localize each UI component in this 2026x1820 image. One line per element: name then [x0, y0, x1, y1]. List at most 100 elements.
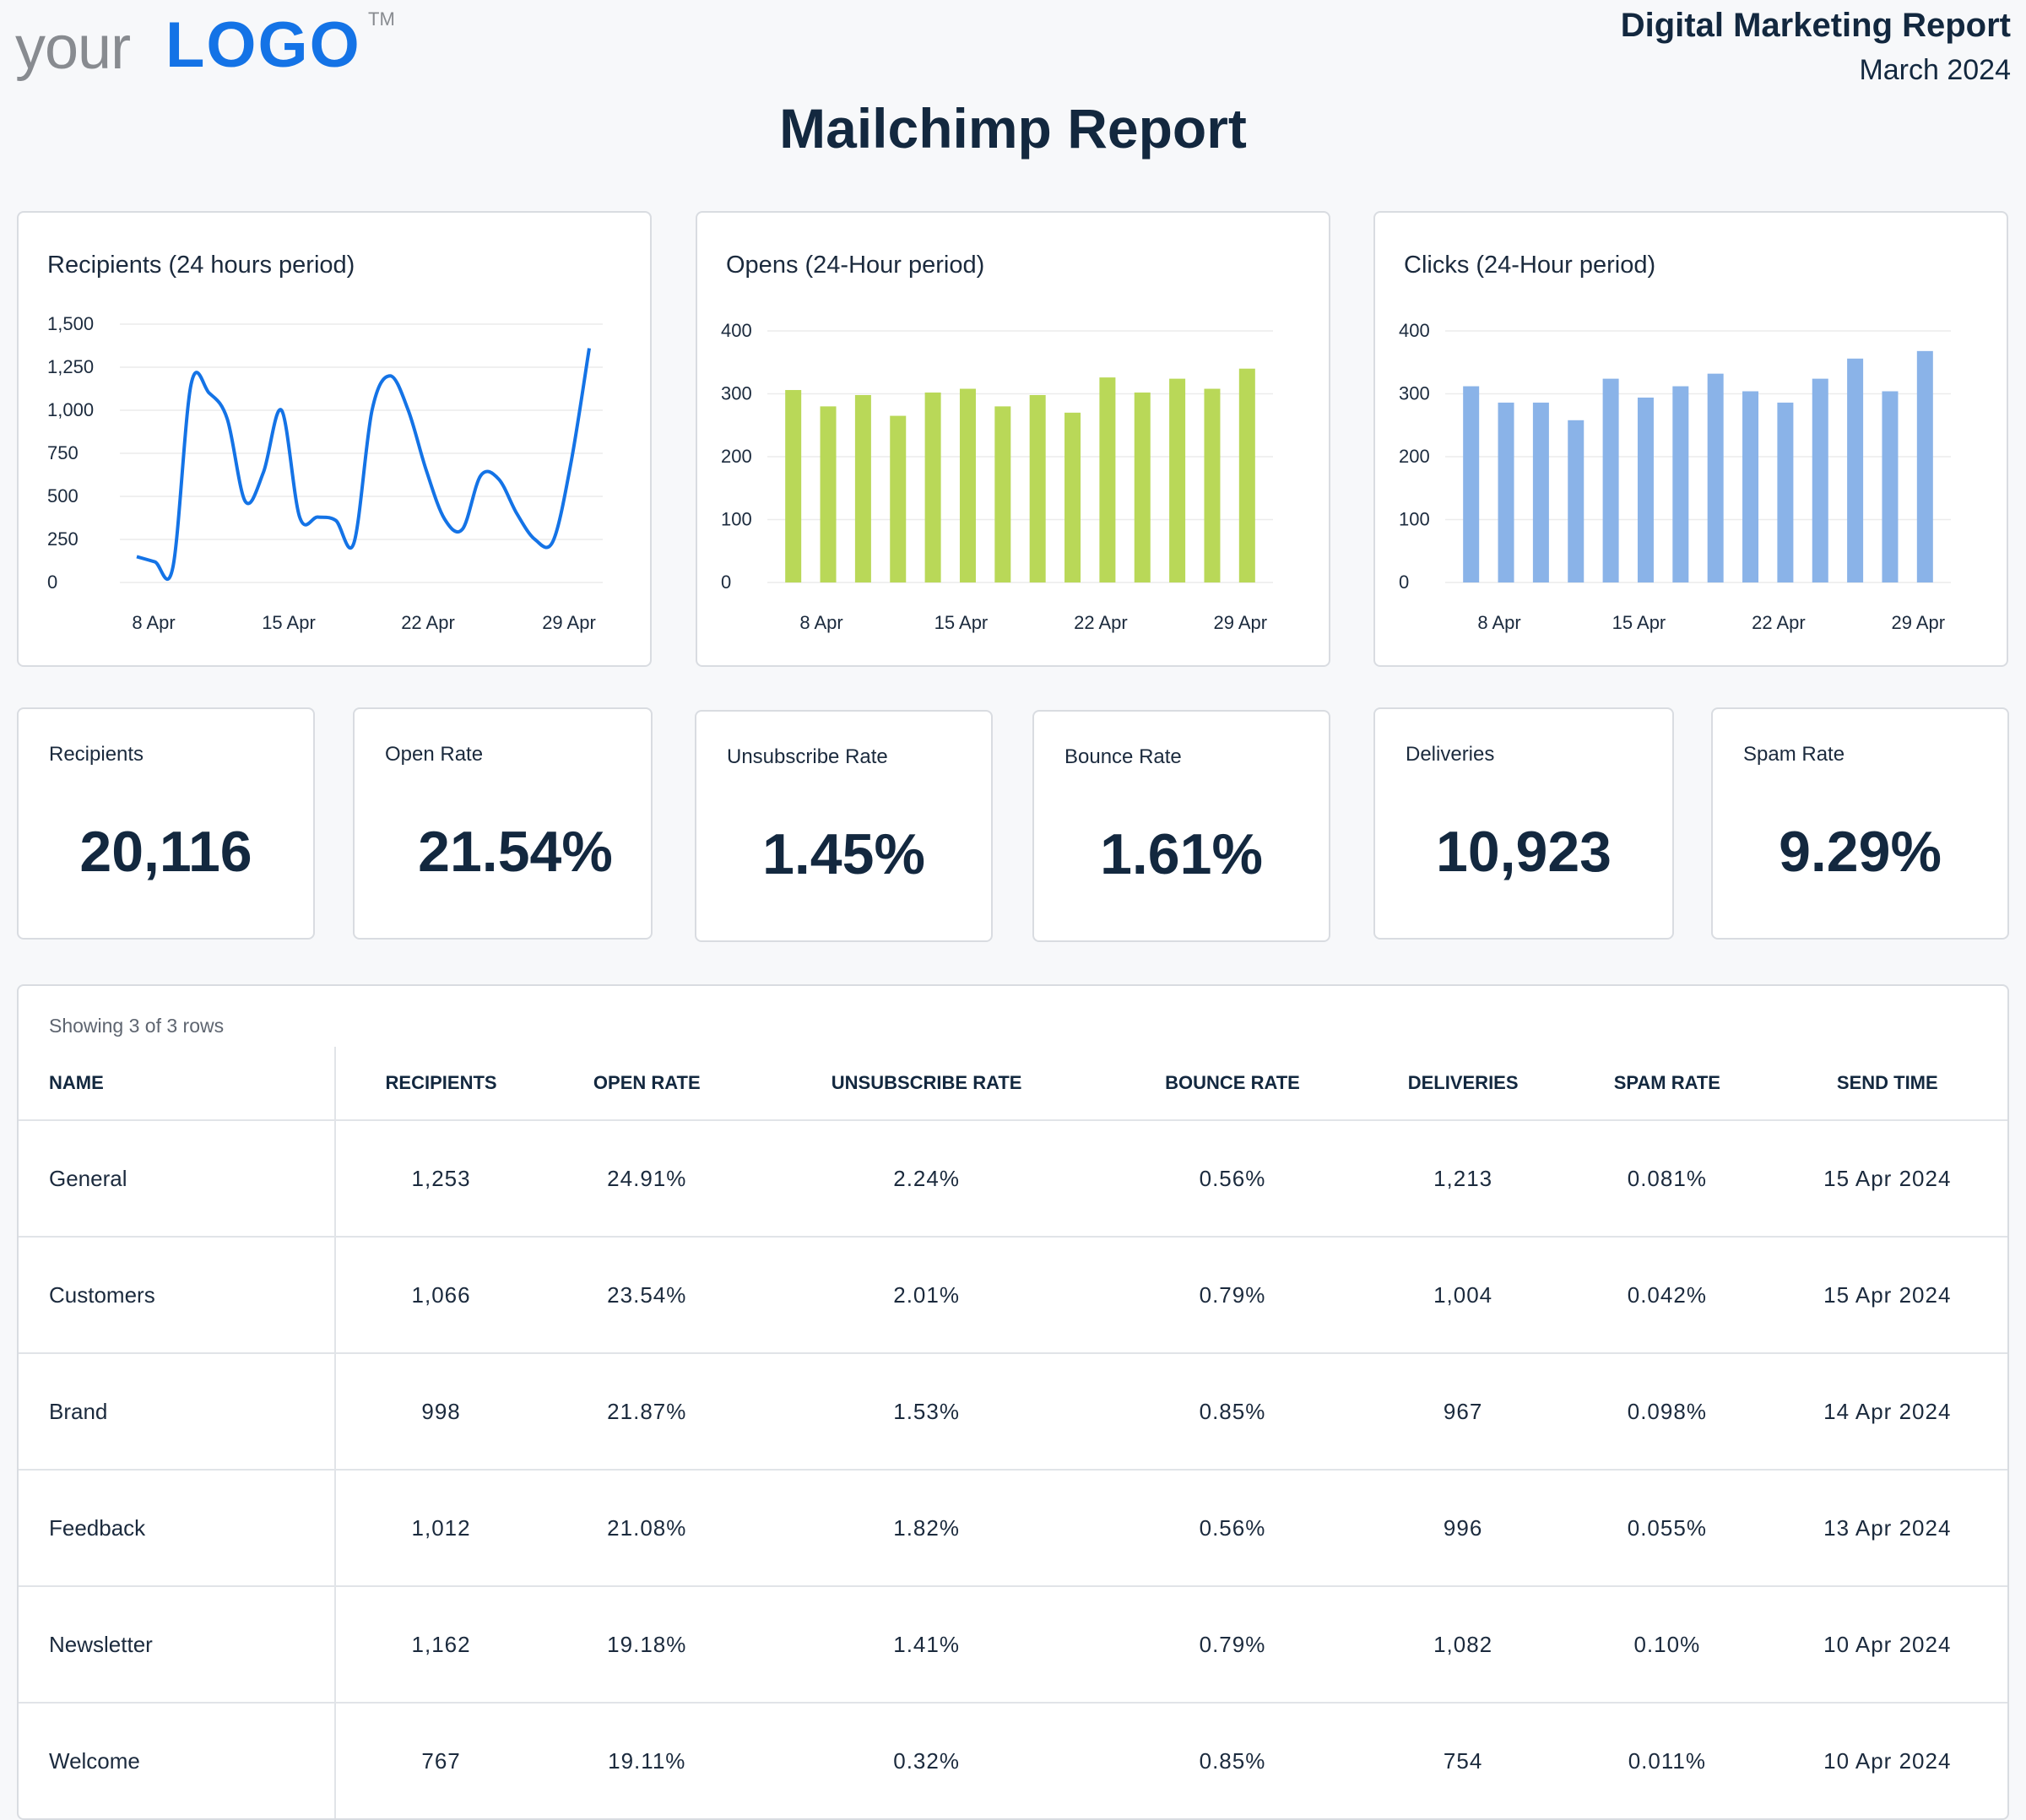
cell-unsubscribe-rate: 2.24%: [747, 1120, 1106, 1238]
cell-spam-rate: 0.055%: [1567, 1470, 1768, 1587]
y-tick-label: 400: [721, 320, 752, 341]
x-tick-label: 29 Apr: [1892, 612, 1946, 633]
column-header-spam-rate[interactable]: SPAM RATE: [1567, 1047, 1768, 1121]
x-tick-label: 29 Apr: [1214, 612, 1268, 633]
cell-deliveries: 1,213: [1359, 1120, 1568, 1238]
cell-bounce-rate: 0.79%: [1105, 1237, 1360, 1354]
y-tick-label: 500: [47, 485, 79, 506]
y-tick-label: 0: [721, 571, 731, 593]
cell-open-rate: 24.91%: [546, 1120, 748, 1238]
bar: [1532, 402, 1549, 582]
cell-deliveries: 1,082: [1359, 1586, 1568, 1704]
y-tick-label: 1,000: [47, 399, 94, 420]
kpi-label: Bounce Rate: [1064, 745, 1182, 768]
x-tick-label: 15 Apr: [262, 612, 316, 633]
cell-open-rate: 19.11%: [608, 1747, 686, 1774]
cell-spam-rate: 0.042%: [1567, 1237, 1768, 1354]
x-tick-label: 8 Apr: [132, 612, 175, 633]
cell-spam-rate: 0.098%: [1567, 1353, 1768, 1471]
kpi-label: Deliveries: [1406, 743, 1495, 766]
recipients-chart-card: Recipients (24 hours period) 0 250 500 750 1…: [17, 211, 652, 667]
column-header-open-rate[interactable]: OPEN RATE: [546, 1047, 748, 1121]
bar: [1204, 388, 1221, 582]
clicks-chart-card: Clicks (24-Hour period) 0 100 200 300 400 8 A…: [1373, 211, 2008, 667]
clicks-bar-chart: 0 100 200 300 400 8 Apr 15 Apr 22 Apr 29 Apr: [1399, 320, 1951, 633]
table-row: Feedback 1,012 21.08% 1.82% 0.56% 996 0.…: [19, 1470, 2007, 1587]
cell-unsubscribe-rate: 1.53%: [747, 1353, 1106, 1471]
table-row: Newsletter 1,162 19.18% 1.41% 0.79% 1,08…: [19, 1586, 2007, 1704]
column-header-name[interactable]: NAME: [19, 1047, 336, 1121]
cell-bounce-rate: 0.85%: [1199, 1747, 1266, 1774]
y-tick-label: 750: [47, 442, 79, 463]
cell-recipients: 998: [335, 1353, 547, 1471]
y-tick-label: 200: [1399, 446, 1430, 467]
bar: [1134, 393, 1151, 582]
kpi-value: 21.54%: [418, 820, 613, 884]
bar: [1463, 386, 1480, 582]
report-date: March 2024: [1859, 54, 2011, 86]
y-tick-label: 400: [1399, 320, 1430, 341]
cell-recipients: 767: [421, 1747, 461, 1774]
bar: [1099, 377, 1116, 582]
cell-open-rate: 21.08%: [546, 1470, 748, 1587]
column-header-recipients[interactable]: RECIPIENTS: [335, 1047, 547, 1121]
bar: [890, 415, 907, 582]
campaigns-table-card: Showing 3 of 3 rows NAME RECIPIENTS OPEN…: [17, 984, 2009, 1820]
chart-title: Recipients (24 hours period): [47, 252, 355, 279]
cell-bounce-rate: 0.85%: [1105, 1353, 1360, 1471]
cell-send-time: 13 Apr 2024: [1767, 1470, 2007, 1587]
x-tick-label: 8 Apr: [799, 612, 842, 633]
x-tick-label: 8 Apr: [1477, 612, 1520, 633]
y-tick-label: 200: [721, 446, 752, 467]
bar: [1064, 412, 1081, 582]
recipients-line-chart: 0 250 500 750 1,000 1,250 1,500 8 Apr 15 Apr 22 A…: [47, 313, 603, 633]
column-header-send-time[interactable]: SEND TIME: [1767, 1047, 2007, 1121]
cell-recipients: 1,066: [335, 1237, 547, 1354]
page-title: Mailchimp Report: [779, 97, 1247, 160]
bar: [1568, 420, 1585, 582]
y-tick-label: 300: [721, 383, 752, 404]
bar: [1238, 368, 1255, 582]
cell-spam-rate: 0.10%: [1567, 1586, 1768, 1704]
column-header-bounce-rate[interactable]: BOUNCE RATE: [1105, 1047, 1360, 1121]
bar: [959, 388, 976, 582]
y-tick-label: 0: [1399, 571, 1409, 593]
chart-title: Opens (24-Hour period): [726, 252, 985, 279]
x-tick-label: 29 Apr: [542, 612, 596, 633]
cell-spam-rate: 0.081%: [1567, 1120, 1768, 1238]
logo-trademark: TM: [368, 8, 395, 30]
cell-recipients: 1,012: [335, 1470, 547, 1587]
table-row: Welcome 767 19.11% 0.32% 0.85% 754 0.011…: [19, 1703, 2007, 1818]
cell-name: Brand: [19, 1353, 336, 1471]
bar: [994, 406, 1011, 582]
kpi-label: Unsubscribe Rate: [727, 745, 888, 768]
cell-name: Feedback: [19, 1470, 336, 1587]
cell-deliveries: 967: [1359, 1353, 1568, 1471]
cell-unsubscribe-rate: 1.82%: [747, 1470, 1106, 1587]
kpi-card-deliveries: Deliveries 10,923: [1373, 707, 1674, 940]
cell-send-time: 14 Apr 2024: [1767, 1353, 2007, 1471]
table-row: Customers 1,066 23.54% 2.01% 0.79% 1,004…: [19, 1237, 2007, 1354]
logo-prefix: your: [15, 14, 131, 82]
report-title: Digital Marketing Report: [1620, 7, 2011, 44]
cell-deliveries: 754: [1443, 1747, 1483, 1774]
bar: [1672, 386, 1689, 582]
x-tick-label: 22 Apr: [1074, 612, 1128, 633]
cell-send-time: 10 Apr 2024: [1823, 1747, 1952, 1774]
bar: [1498, 402, 1514, 582]
cell-name: Customers: [19, 1237, 336, 1354]
x-tick-label: 22 Apr: [1752, 612, 1806, 633]
logo-main: LOGO: [165, 9, 361, 81]
kpi-value: 9.29%: [1779, 820, 1942, 884]
campaigns-table: NAME RECIPIENTS OPEN RATE UNSUBSCRIBE RA…: [19, 1047, 2007, 1818]
column-header-deliveries[interactable]: DELIVERIES: [1359, 1047, 1568, 1121]
kpi-card-unsubscribe-rate: Unsubscribe Rate 1.45%: [695, 710, 993, 942]
bar: [820, 406, 837, 582]
cell-send-time: 15 Apr 2024: [1767, 1237, 2007, 1354]
column-header-unsubscribe-rate[interactable]: UNSUBSCRIBE RATE: [747, 1047, 1106, 1121]
kpi-label: Spam Rate: [1743, 743, 1845, 766]
bar: [1169, 378, 1186, 582]
cell-spam-rate: 0.011%: [1628, 1747, 1706, 1774]
bar: [1777, 402, 1794, 582]
cell-send-time: 15 Apr 2024: [1767, 1120, 2007, 1238]
